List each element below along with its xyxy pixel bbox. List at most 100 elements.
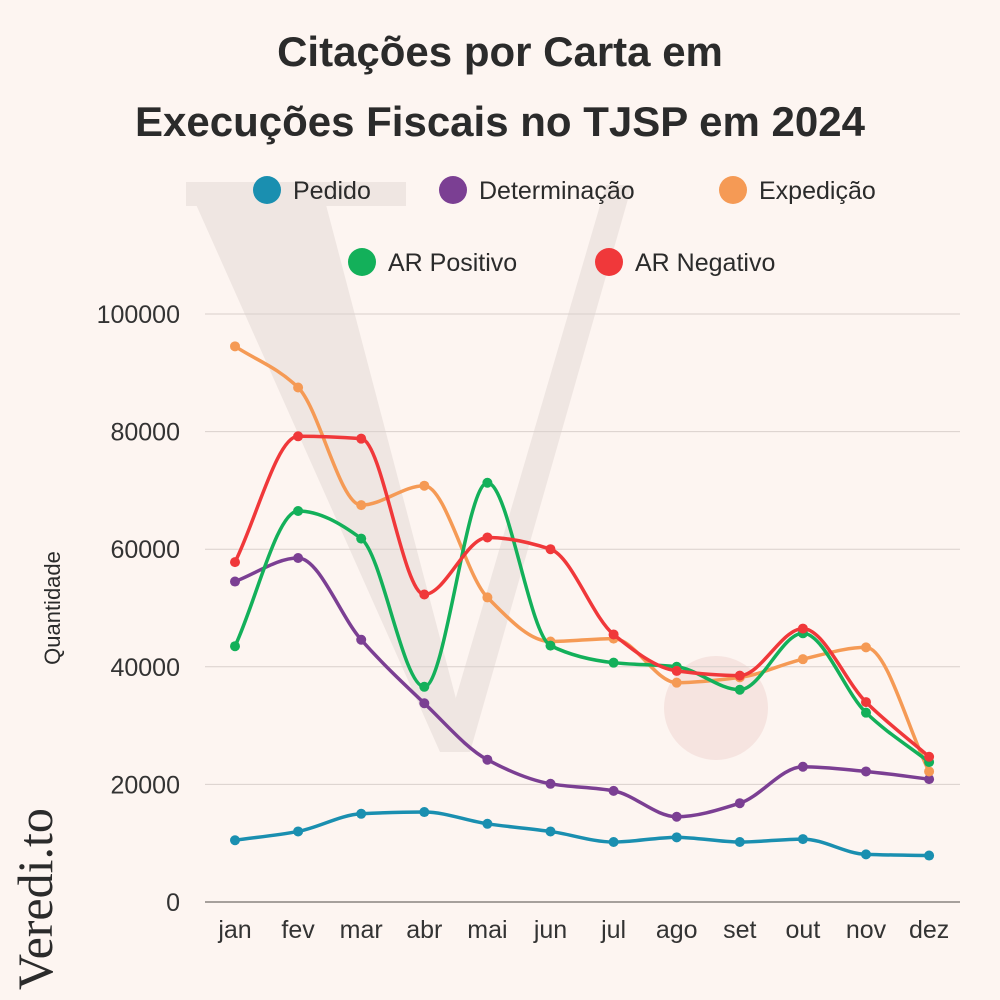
data-point <box>356 808 367 819</box>
series-line <box>233 481 931 764</box>
data-point <box>861 697 871 708</box>
data-point <box>734 798 745 809</box>
x-tick-label: jun <box>533 916 567 944</box>
x-tick-label: set <box>723 916 756 944</box>
data-point <box>671 832 682 843</box>
y-axis: 0 20000 40000 60000 80000 100000 <box>97 301 180 917</box>
data-point <box>861 707 871 718</box>
legend-item: AR Negativo <box>595 248 775 277</box>
data-point <box>734 837 745 848</box>
data-point <box>230 641 240 652</box>
data-point <box>419 807 430 818</box>
data-point <box>861 766 871 777</box>
legend-label: Expedição <box>759 177 876 205</box>
x-tick-label: fev <box>281 916 315 944</box>
data-point <box>545 640 556 651</box>
watermark-v-serif <box>186 182 406 206</box>
data-point <box>797 623 808 634</box>
data-point <box>671 665 682 676</box>
data-point <box>797 654 808 665</box>
data-point <box>545 544 556 555</box>
series-line <box>233 344 931 774</box>
series <box>230 807 935 861</box>
data-point <box>671 677 682 688</box>
data-point <box>293 505 304 516</box>
series-group <box>230 341 935 861</box>
data-point <box>293 382 304 393</box>
data-point <box>924 774 935 785</box>
legend-item: Pedido <box>253 176 371 205</box>
series-line <box>233 810 931 858</box>
data-point <box>356 500 367 511</box>
series-line <box>233 556 931 819</box>
series <box>230 431 935 762</box>
y-tick-label: 20000 <box>110 771 180 799</box>
brand-logo: Veredi.to <box>7 808 63 990</box>
data-point <box>230 557 240 568</box>
data-point <box>356 634 367 645</box>
x-tick-label: abr <box>406 916 442 944</box>
data-point <box>482 754 493 765</box>
data-point <box>230 576 240 587</box>
data-point <box>608 785 619 796</box>
data-point <box>924 850 935 861</box>
y-tick-label: 100000 <box>97 301 180 329</box>
series <box>230 553 935 822</box>
y-tick-label: 40000 <box>110 654 180 682</box>
x-tick-label: nov <box>846 916 887 944</box>
x-tick-label: jul <box>600 916 626 944</box>
y-tick-label: 80000 <box>110 419 180 447</box>
legend-label: AR Positivo <box>388 249 517 277</box>
x-tick-label: dez <box>909 916 949 944</box>
data-point <box>293 553 304 564</box>
data-point <box>482 477 493 488</box>
data-point <box>924 766 935 777</box>
chart-title-line-1: Citações por Carta em <box>277 28 723 75</box>
data-point <box>671 811 682 822</box>
legend-marker <box>348 248 376 276</box>
series <box>230 477 935 768</box>
legend-label: AR Negativo <box>635 249 775 277</box>
data-point <box>230 835 240 846</box>
legend-marker <box>595 248 623 276</box>
data-point <box>419 480 430 491</box>
x-tick-label: ago <box>656 916 698 944</box>
x-tick-label: out <box>786 916 821 944</box>
x-tick-label: jan <box>217 916 251 944</box>
data-point <box>482 592 493 603</box>
legend-marker <box>719 176 747 204</box>
data-point <box>293 431 304 442</box>
y-axis-label: Quantidade <box>40 551 65 665</box>
chart-title-line-2: Execuções Fiscais no TJSP em 2024 <box>135 98 866 145</box>
gridlines <box>205 313 960 903</box>
data-point <box>608 657 619 668</box>
data-point <box>482 532 493 543</box>
legend-item: AR Positivo <box>348 248 517 277</box>
legend-item: Determinação <box>439 176 635 205</box>
legend-marker <box>439 176 467 204</box>
watermark-v-right-stroke <box>440 185 632 752</box>
data-point <box>356 433 367 444</box>
data-point <box>608 629 619 640</box>
data-point <box>797 834 808 845</box>
data-point <box>356 533 367 544</box>
data-point <box>545 826 556 837</box>
x-tick-label: mai <box>467 916 507 944</box>
data-point <box>419 681 430 692</box>
watermark-v-left-stroke <box>186 182 470 752</box>
data-point <box>734 684 745 695</box>
legend-label: Determinação <box>479 177 635 205</box>
x-tick-label: mar <box>340 916 383 944</box>
legend-label: Pedido <box>293 177 371 205</box>
data-point <box>482 818 493 829</box>
data-point <box>419 589 430 600</box>
data-point <box>861 642 871 653</box>
data-point <box>861 849 871 860</box>
legend-marker <box>253 176 281 204</box>
y-tick-label: 0 <box>166 889 180 917</box>
legend: Pedido Determinação Expedição AR Positivo AR… <box>253 176 876 277</box>
y-tick-label: 60000 <box>110 536 180 564</box>
data-point <box>797 761 808 772</box>
series-line <box>233 434 931 759</box>
